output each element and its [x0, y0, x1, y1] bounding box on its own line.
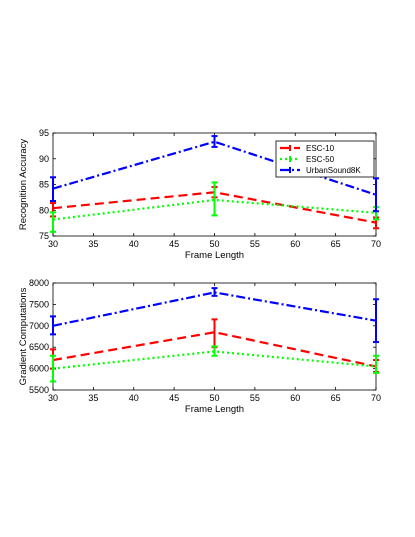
- x-tick-label: 55: [250, 239, 260, 249]
- x-tick-label: 40: [129, 239, 139, 249]
- x-tick-label: 70: [371, 239, 381, 249]
- y-tick-label: 95: [39, 128, 49, 138]
- x-tick-label: 50: [209, 239, 219, 249]
- y-tick-label: 5500: [29, 385, 49, 395]
- x-axis-label: Frame Length: [185, 250, 244, 261]
- y-tick-label: 8000: [29, 278, 49, 288]
- series-line: [52, 198, 377, 221]
- x-axis-label: Frame Length: [185, 404, 244, 415]
- x-tick-label: 45: [169, 393, 179, 403]
- x-tick-label: 65: [331, 239, 341, 249]
- series-line: [52, 140, 377, 196]
- y-tick-label: 7000: [29, 321, 49, 331]
- accuracy-chart: 30 35 40 45 50 55 60 65 70 75 80 85 90 95 Frame Length…: [18, 128, 381, 261]
- y-axis-label: Gradient Computations: [18, 287, 29, 385]
- y-tick-label: 90: [39, 154, 49, 164]
- series-line: [52, 291, 377, 327]
- series-2: [50, 135, 379, 213]
- y-tick-label: 6500: [29, 342, 49, 352]
- x-tick-label: 60: [290, 239, 300, 249]
- series-1: [50, 345, 379, 383]
- y-axis-label: Recognition Accuracy: [18, 139, 29, 231]
- series-line: [52, 331, 377, 368]
- gradient-chart: 30 35 40 45 50 55 60 65 70 5500 6000 6500 7000 7500 80…: [18, 278, 381, 415]
- series-2: [50, 287, 379, 344]
- x-tick-label: 60: [290, 393, 300, 403]
- legend-label: ESC-50: [306, 155, 335, 164]
- x-tick-label: 30: [48, 393, 58, 403]
- x-tick-label: 30: [48, 239, 58, 249]
- y-tick-label: 75: [39, 231, 49, 241]
- series-line: [52, 350, 377, 370]
- y-tick-label: 6000: [29, 364, 49, 374]
- x-tick-label: 55: [250, 393, 260, 403]
- legend: ESC-10 ESC-50 UrbanSound8K: [275, 140, 375, 178]
- x-tick-label: 35: [88, 393, 98, 403]
- x-tick-label: 40: [129, 393, 139, 403]
- y-tick-label: 85: [39, 180, 49, 190]
- x-tick-label: 50: [209, 393, 219, 403]
- y-tick-label: 80: [39, 205, 49, 215]
- x-tick-label: 45: [169, 239, 179, 249]
- x-tick-label: 35: [88, 239, 98, 249]
- legend-label: ESC-10: [306, 144, 335, 153]
- x-tick-label: 70: [371, 393, 381, 403]
- x-tick-label: 65: [331, 393, 341, 403]
- legend-label: UrbanSound8K: [306, 166, 361, 175]
- y-tick-label: 7500: [29, 299, 49, 309]
- series-1: [50, 181, 379, 233]
